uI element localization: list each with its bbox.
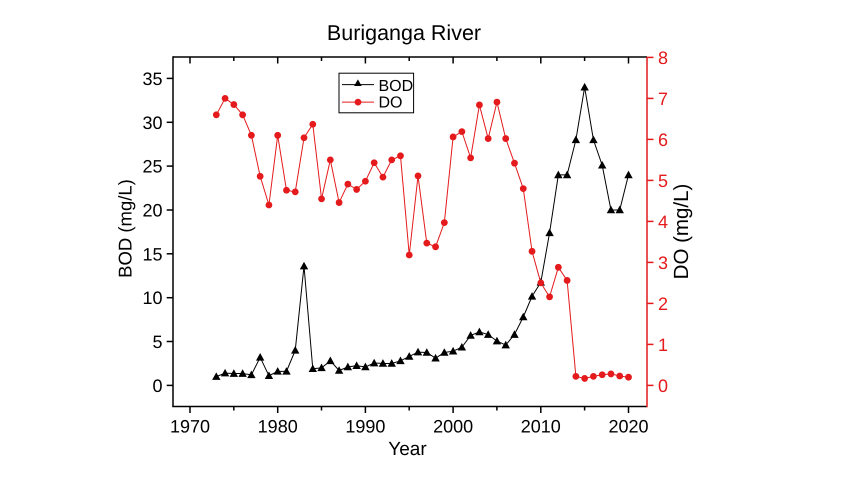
svg-text:1: 1 bbox=[658, 335, 668, 355]
svg-text:6: 6 bbox=[658, 130, 668, 150]
svg-text:3: 3 bbox=[658, 253, 668, 273]
svg-text:BOD (mg/L): BOD (mg/L) bbox=[115, 179, 136, 278]
svg-text:Buriganga River: Buriganga River bbox=[327, 21, 481, 45]
svg-text:0: 0 bbox=[152, 376, 162, 396]
svg-text:25: 25 bbox=[142, 157, 162, 177]
svg-text:10: 10 bbox=[142, 288, 162, 308]
svg-text:5: 5 bbox=[658, 171, 668, 191]
svg-text:BOD: BOD bbox=[379, 78, 414, 95]
svg-text:30: 30 bbox=[142, 113, 162, 133]
svg-text:2010: 2010 bbox=[521, 417, 561, 437]
svg-text:1980: 1980 bbox=[258, 417, 298, 437]
svg-text:15: 15 bbox=[142, 244, 162, 264]
svg-text:35: 35 bbox=[142, 69, 162, 89]
svg-text:5: 5 bbox=[152, 332, 162, 352]
svg-text:2020: 2020 bbox=[608, 417, 648, 437]
svg-text:0: 0 bbox=[658, 376, 668, 396]
svg-text:8: 8 bbox=[658, 48, 668, 68]
svg-text:2000: 2000 bbox=[433, 417, 473, 437]
svg-text:DO (mg/L): DO (mg/L) bbox=[670, 184, 693, 280]
svg-text:1970: 1970 bbox=[170, 417, 210, 437]
svg-text:20: 20 bbox=[142, 201, 162, 221]
svg-text:Year: Year bbox=[388, 439, 427, 460]
svg-text:1990: 1990 bbox=[345, 417, 385, 437]
svg-text:2: 2 bbox=[658, 294, 668, 314]
svg-text:7: 7 bbox=[658, 89, 668, 109]
svg-text:DO: DO bbox=[379, 95, 403, 112]
svg-text:4: 4 bbox=[658, 212, 668, 232]
